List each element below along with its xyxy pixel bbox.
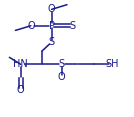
Text: O: O: [17, 85, 25, 95]
Text: S: S: [49, 37, 55, 47]
Text: HN: HN: [13, 59, 28, 69]
Text: O: O: [27, 21, 35, 31]
Text: SH: SH: [106, 59, 119, 69]
Text: O: O: [58, 72, 65, 82]
Text: P: P: [49, 21, 55, 31]
Text: O: O: [48, 4, 55, 14]
Text: S: S: [59, 59, 65, 69]
Text: S: S: [69, 21, 75, 31]
